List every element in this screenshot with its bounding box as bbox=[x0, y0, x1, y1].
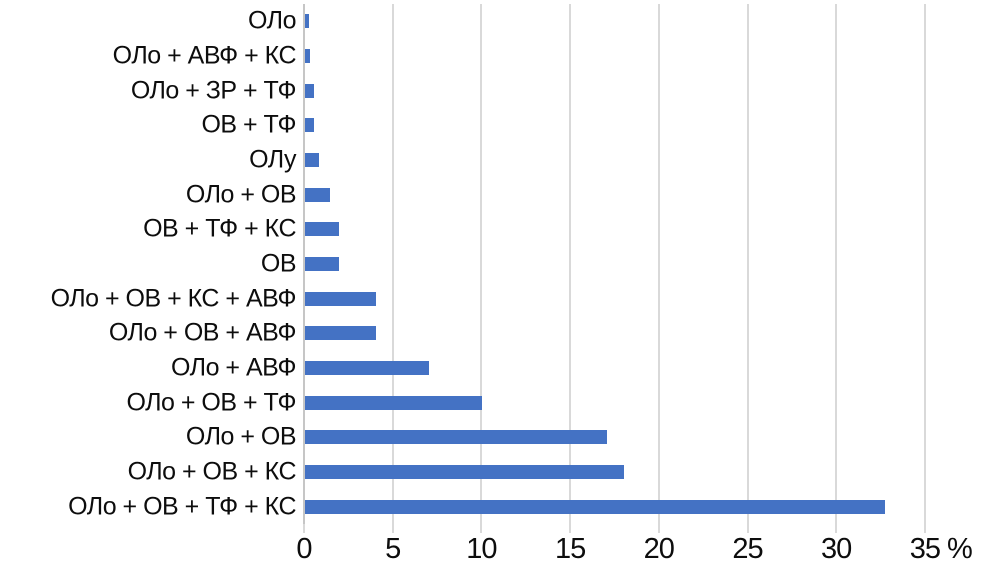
category-label: ОЛо + ОВ bbox=[185, 180, 297, 209]
value-axis-line bbox=[303, 4, 305, 524]
bar bbox=[305, 14, 309, 29]
bar bbox=[305, 430, 607, 445]
bar bbox=[305, 326, 376, 341]
category-label: ОВ + ТФ + КС bbox=[143, 214, 296, 243]
category-label: ОЛо + ОВ + АВФ bbox=[108, 318, 297, 347]
gridline bbox=[657, 4, 660, 524]
x-axis-tickmark bbox=[569, 524, 572, 533]
bar bbox=[305, 83, 314, 98]
x-tick-label: 15 bbox=[554, 533, 586, 565]
bar bbox=[305, 257, 339, 272]
x-axis-tickmark bbox=[391, 524, 394, 533]
chart-row: ОВ + ТФ bbox=[0, 108, 984, 143]
x-tick-label: 25 bbox=[732, 533, 763, 565]
gridline bbox=[923, 4, 926, 524]
chart-row: ОЛо + АВФ + КС bbox=[0, 39, 984, 74]
x-tick-label: 0 bbox=[296, 533, 312, 565]
chart-row: ОЛо + ОВ + КС bbox=[0, 455, 984, 490]
x-tick-label: 10 bbox=[466, 533, 497, 565]
category-label: ОВ bbox=[260, 249, 297, 278]
category-label: ОЛо + АВФ + КС bbox=[112, 41, 297, 70]
chart-row: ОЛо bbox=[0, 4, 984, 39]
category-label: ОЛу bbox=[249, 145, 296, 174]
bar bbox=[305, 361, 430, 376]
bar bbox=[305, 222, 339, 237]
chart-row: ОЛо + ОВ + ТФ + КС bbox=[0, 489, 984, 524]
bar-rows: ОЛо ОЛо + АВФ + КС ОЛо + ЗР + ТФ ОВ + ТФ ОЛу… bbox=[0, 4, 984, 524]
chart-row: ОЛо + ОВ + АВФ bbox=[0, 316, 984, 351]
chart-row: ОЛо + ОВ + КС + АВФ bbox=[0, 281, 984, 316]
x-axis-tickmark bbox=[303, 524, 305, 533]
x-axis-tickmark bbox=[923, 524, 926, 533]
category-label: ОЛо + ОВ + ТФ + КС bbox=[68, 492, 296, 521]
gridline bbox=[746, 4, 749, 524]
x-axis-tickmark bbox=[746, 524, 749, 533]
category-label: ОЛо + АВФ bbox=[171, 353, 297, 382]
chart-row: ОВ bbox=[0, 247, 984, 282]
chart-row: ОЛо + ОВ + ТФ bbox=[0, 385, 984, 420]
chart-row: ОЛо + ОВ bbox=[0, 177, 984, 212]
category-label: ОЛо + ОВ + КС + АВФ bbox=[50, 284, 297, 313]
gridline bbox=[480, 4, 483, 524]
x-axis-tickmark bbox=[835, 524, 838, 533]
x-axis-tickmark bbox=[657, 524, 660, 533]
category-label: ОЛо + ОВ bbox=[185, 422, 297, 451]
bar bbox=[305, 395, 483, 410]
chart-row: ОВ + ТФ + КС bbox=[0, 212, 984, 247]
category-label: ОЛо + ЗР + ТФ bbox=[130, 76, 297, 105]
x-axis-unit-label: % bbox=[947, 533, 973, 565]
bar bbox=[305, 187, 330, 202]
gridline bbox=[569, 4, 572, 524]
category-label: ОЛо bbox=[248, 6, 296, 35]
bar bbox=[305, 118, 314, 133]
gridline bbox=[391, 4, 394, 524]
chart-row: ОЛо + АВФ bbox=[0, 351, 984, 386]
bar bbox=[305, 49, 311, 63]
bar bbox=[305, 499, 886, 514]
bar bbox=[305, 465, 625, 480]
chart-row: ОЛу bbox=[0, 143, 984, 178]
category-label: ОЛо + ОВ + ТФ bbox=[126, 388, 296, 417]
category-label: ОВ + ТФ bbox=[201, 110, 296, 139]
chart-row: ОЛо + ЗР + ТФ bbox=[0, 73, 984, 108]
category-label: ОЛо + ОВ + КС bbox=[127, 457, 297, 486]
bar bbox=[305, 153, 320, 168]
x-tick-label: 20 bbox=[643, 533, 675, 565]
x-tick-label: 35 bbox=[909, 533, 941, 565]
x-axis-tickmark bbox=[480, 524, 483, 533]
bar bbox=[305, 291, 376, 306]
gridline bbox=[835, 4, 838, 524]
x-tick-label: 5 bbox=[385, 533, 401, 565]
x-tick-label: 30 bbox=[821, 533, 852, 565]
chart-row: ОЛо + ОВ bbox=[0, 420, 984, 455]
